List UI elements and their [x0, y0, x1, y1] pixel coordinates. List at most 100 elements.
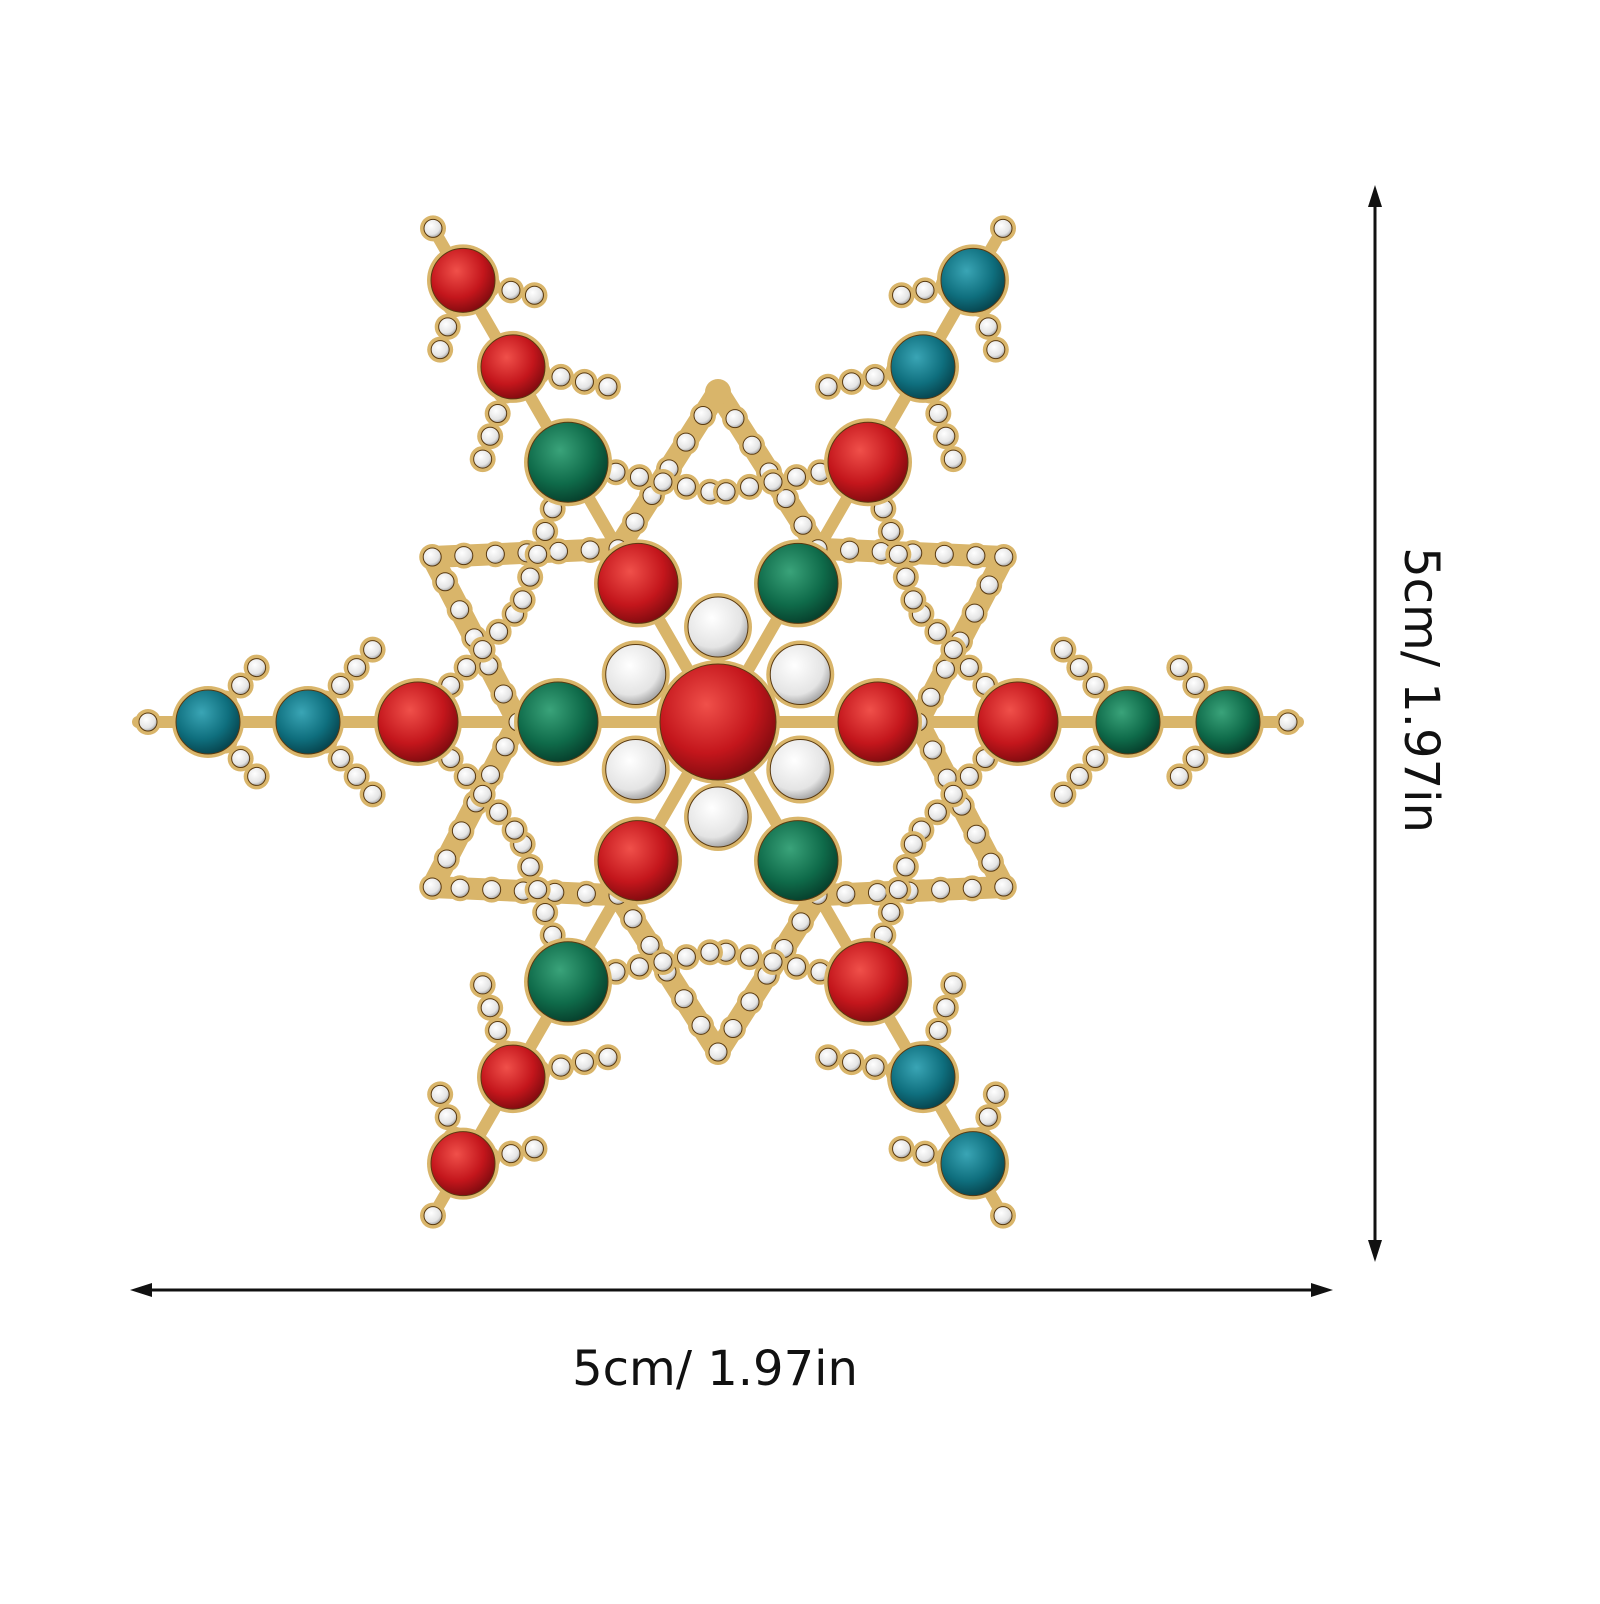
gem — [837, 681, 919, 763]
gem — [943, 784, 963, 804]
gem — [489, 622, 509, 642]
gem — [513, 590, 533, 610]
gem — [493, 684, 513, 704]
gem — [576, 884, 596, 904]
gem — [927, 622, 947, 642]
gem — [574, 372, 594, 392]
gem — [480, 426, 500, 446]
gem — [928, 1021, 948, 1041]
gem — [473, 640, 493, 660]
gem — [480, 334, 546, 400]
gem — [700, 942, 720, 962]
gem — [769, 739, 831, 800]
gem — [842, 1052, 862, 1072]
gem — [993, 1206, 1013, 1226]
gem — [708, 1042, 728, 1062]
gem — [896, 857, 916, 877]
gem — [520, 857, 540, 877]
gem — [896, 567, 916, 587]
gem — [231, 749, 251, 769]
gem — [787, 957, 807, 977]
gem — [757, 820, 839, 902]
gem — [936, 998, 956, 1018]
gem — [740, 477, 760, 497]
gem — [549, 541, 569, 561]
gem — [653, 952, 673, 972]
gem — [1069, 766, 1089, 786]
gem — [691, 1015, 711, 1035]
gem — [915, 1144, 935, 1164]
gem — [482, 880, 502, 900]
gem — [943, 449, 963, 469]
gem — [1185, 749, 1205, 769]
gem — [598, 377, 618, 397]
gem — [473, 975, 493, 995]
gem — [640, 935, 660, 955]
gem — [890, 334, 956, 400]
gem — [454, 546, 474, 566]
gem — [776, 489, 796, 509]
gem — [430, 247, 496, 313]
gem — [827, 421, 909, 503]
gem — [597, 542, 679, 624]
gem — [993, 218, 1013, 238]
gem — [740, 992, 760, 1012]
gem — [959, 766, 979, 786]
gem — [517, 681, 599, 763]
gem — [580, 540, 600, 560]
gem — [625, 512, 645, 532]
gem — [1069, 658, 1089, 678]
gem — [505, 820, 525, 840]
gem — [769, 644, 831, 705]
gem — [331, 749, 351, 769]
gem — [836, 884, 856, 904]
gem — [978, 317, 998, 337]
gem — [527, 941, 609, 1023]
gem — [450, 600, 470, 620]
gem — [687, 786, 749, 848]
gem — [430, 340, 450, 360]
gem — [981, 852, 1001, 872]
gem — [597, 820, 679, 902]
gem — [331, 675, 351, 695]
gem — [488, 403, 508, 423]
gem — [986, 1084, 1006, 1104]
arrow-head — [130, 1283, 152, 1297]
gem — [605, 739, 667, 800]
gem — [890, 1044, 956, 1110]
arrow-head — [1311, 1283, 1333, 1297]
gem — [423, 218, 443, 238]
gem — [488, 1021, 508, 1041]
gem — [892, 285, 912, 305]
arrow-head — [1368, 185, 1382, 207]
gem — [423, 1206, 443, 1226]
gem — [793, 515, 813, 535]
gem — [347, 766, 367, 786]
gem — [1195, 689, 1261, 755]
gem — [915, 280, 935, 300]
gem — [763, 952, 783, 972]
gem — [480, 998, 500, 1018]
gem — [1085, 675, 1105, 695]
gem — [422, 877, 442, 897]
gem — [520, 567, 540, 587]
gem — [676, 477, 696, 497]
gem — [551, 1057, 571, 1077]
gem — [935, 659, 955, 679]
gem — [175, 689, 241, 755]
gem — [723, 1018, 743, 1038]
gem — [653, 472, 673, 492]
gem — [629, 467, 649, 487]
gem — [528, 880, 548, 900]
gem — [921, 687, 941, 707]
gem — [275, 689, 341, 755]
gem — [598, 1047, 618, 1067]
gem — [457, 658, 477, 678]
height-label: 5cm/ 1.97in — [1393, 547, 1449, 833]
gem — [363, 640, 383, 660]
gem — [247, 766, 267, 786]
gem — [347, 658, 367, 678]
gem — [959, 658, 979, 678]
gem — [489, 802, 509, 822]
gem — [923, 740, 943, 760]
